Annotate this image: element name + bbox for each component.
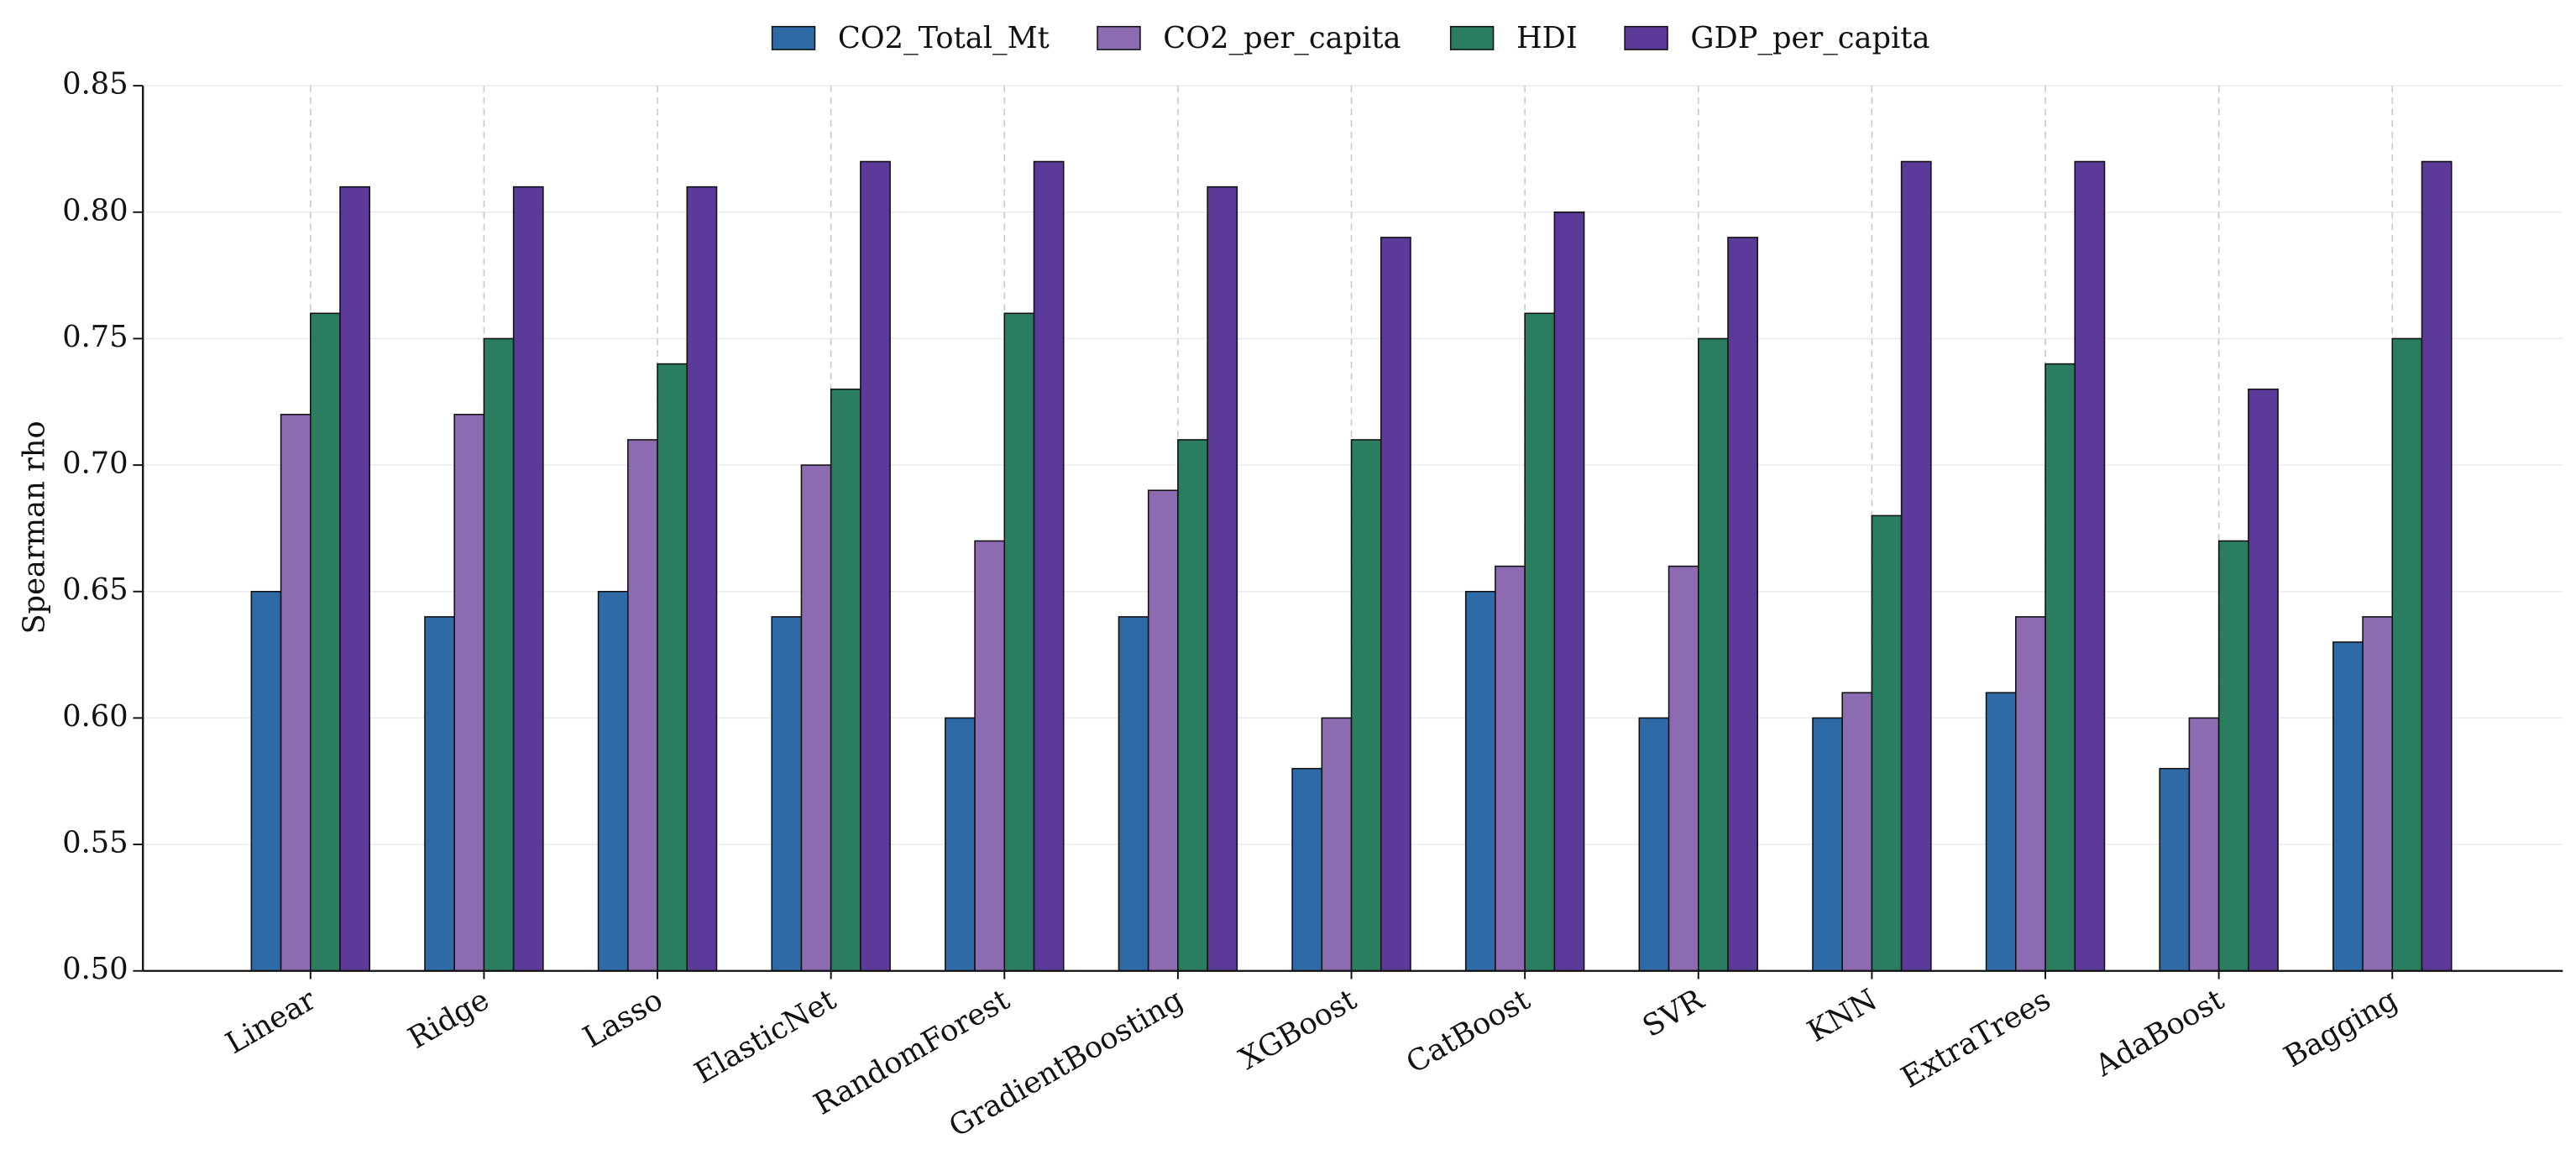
y-tick-label: 0.55 (62, 826, 128, 860)
bar (1147, 489, 1179, 972)
bar (2333, 641, 2364, 972)
bar (1033, 160, 1065, 972)
bar (1118, 616, 1149, 972)
bar (860, 160, 891, 972)
bar (1380, 237, 1411, 972)
x-tick-label: SVR (1637, 982, 1711, 1044)
bar (686, 185, 718, 972)
legend-label: CO2_per_capita (1163, 21, 1401, 55)
bar (2421, 160, 2453, 972)
bar (2217, 540, 2249, 972)
bar (800, 464, 832, 972)
bar (1495, 565, 1526, 972)
x-tick-label: Lasso (578, 983, 669, 1055)
bar (1900, 160, 1932, 972)
x-tick-label: AdaBoost (2089, 983, 2230, 1084)
bar (2248, 388, 2279, 972)
bar (280, 414, 312, 972)
bar (2188, 717, 2220, 972)
bar (1841, 692, 1873, 972)
bar (2015, 616, 2046, 972)
x-tick-label: XGBoost (1233, 983, 1363, 1077)
bar (1321, 717, 1353, 972)
bar (2074, 160, 2106, 972)
bar (339, 185, 371, 972)
bar (1638, 717, 1670, 972)
bar (1871, 515, 1903, 972)
y-tick-label: 0.75 (62, 320, 128, 354)
x-tick-label: CatBoost (1401, 983, 1536, 1081)
bar (945, 717, 976, 972)
bar (1464, 590, 1496, 972)
bar (453, 414, 485, 972)
x-tick-label: ElasticNet (689, 983, 841, 1091)
y-tick-label: 0.80 (62, 193, 128, 227)
bar (771, 616, 803, 972)
bar (657, 363, 689, 972)
y-axis-label: Spearman rho (18, 421, 52, 634)
x-tick-label: Linear (220, 982, 322, 1061)
bar (1350, 439, 1382, 972)
bar (1207, 185, 1238, 972)
bar (1003, 312, 1035, 972)
x-tick-label: KNN (1802, 983, 1883, 1049)
x-tick-label: Ridge (402, 983, 495, 1056)
x-tick-label: ExtraTrees (1896, 983, 2057, 1095)
x-tick-label: Bagging (2278, 983, 2403, 1075)
bar (974, 540, 1006, 972)
bar (2362, 616, 2394, 972)
bar (2159, 767, 2191, 972)
legend-swatch (1449, 25, 1495, 50)
bar (1524, 312, 1556, 972)
bar (310, 312, 341, 972)
bar (424, 616, 455, 972)
bar (250, 590, 282, 972)
y-tick-label: 0.60 (62, 699, 128, 734)
bar (1291, 767, 1323, 972)
y-tick-label: 0.65 (62, 572, 128, 607)
bar (830, 388, 861, 972)
bar (1985, 692, 2017, 972)
bar (1727, 237, 1758, 972)
bar (597, 590, 629, 972)
bar (627, 439, 658, 972)
legend-label: HDI (1516, 21, 1578, 55)
legend-swatch (1097, 25, 1141, 50)
y-tick-label: 0.50 (62, 952, 128, 986)
bar (483, 337, 515, 972)
bar (2391, 337, 2423, 972)
legend-swatch (771, 25, 816, 50)
legend-label: CO2_Total_Mt (838, 21, 1050, 55)
legend-label: GDP_per_capita (1690, 21, 1929, 55)
y-tick-label: 0.85 (62, 67, 128, 102)
legend-swatch (1624, 25, 1668, 50)
bar (1812, 717, 1843, 972)
bar (1668, 565, 1699, 972)
y-tick-label: 0.70 (62, 447, 128, 481)
bar (1177, 439, 1208, 972)
bar (512, 185, 544, 972)
bar (1697, 337, 1729, 972)
bar (1553, 211, 1585, 972)
bar (2045, 363, 2076, 972)
